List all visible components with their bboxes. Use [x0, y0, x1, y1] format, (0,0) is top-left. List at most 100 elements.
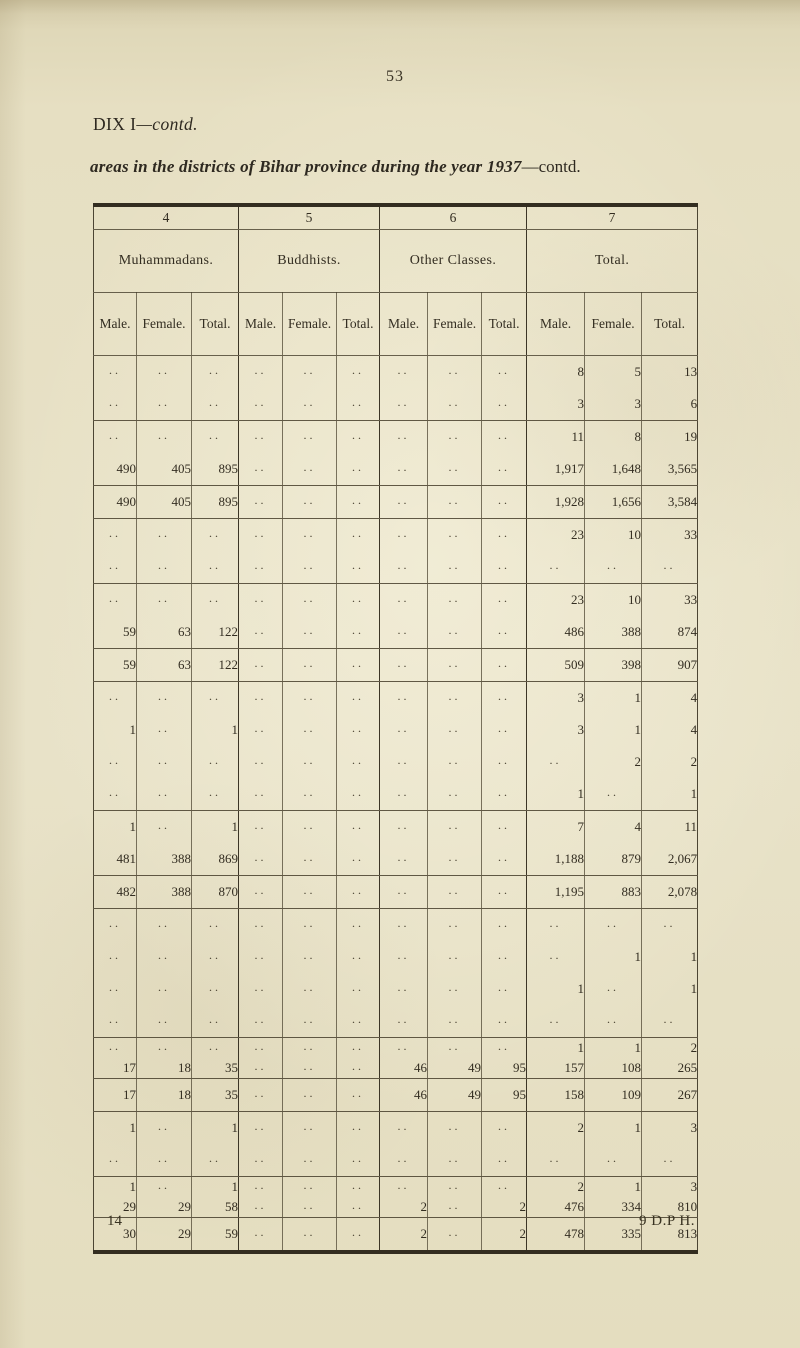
table-cell: ..: [336, 973, 380, 1005]
table-cell: ..: [109, 688, 121, 703]
table-cell: ..: [641, 1005, 698, 1038]
table-row: .................. 1.. 1: [94, 973, 698, 1005]
table-cell: ..: [136, 551, 192, 584]
table-cell: ..: [526, 746, 585, 778]
table-cell: ..: [238, 1058, 283, 1079]
table-cell: 1: [526, 1037, 585, 1058]
table-cell: 29: [136, 1197, 192, 1218]
table-cell: 6: [641, 388, 698, 421]
table-cell: ..: [584, 551, 642, 584]
table-cell: ..: [93, 388, 137, 421]
table-cell: ..: [427, 453, 482, 486]
table-cell: 2: [379, 1217, 428, 1252]
table-cell: ..: [238, 810, 283, 843]
group-header-row: Muhammadans. Buddhists. Other Classes. Tota…: [93, 229, 698, 293]
table-cell: 95: [481, 1058, 527, 1079]
table-cell: 1: [190, 810, 239, 843]
table-row: 1.. 1............ 2 1 3: [94, 1176, 698, 1197]
table-row: .................... 2 2: [94, 746, 698, 778]
table-cell: 49: [427, 1058, 482, 1079]
table-cell: ..: [379, 778, 428, 811]
table-cell: ..: [481, 355, 527, 388]
table-cell: 3: [641, 1176, 698, 1197]
table-cell: ..: [282, 973, 337, 1005]
table-cell: ..: [282, 420, 337, 453]
table-cell: ..: [238, 843, 283, 876]
table-cell: ..: [427, 973, 482, 1005]
table-cell: ..: [336, 1197, 380, 1218]
table-cell: ..: [336, 681, 380, 714]
table-cell: ..: [282, 746, 337, 778]
table-cell: 405: [136, 485, 192, 519]
table-cell: 35: [190, 1078, 239, 1112]
table-cell: 1: [584, 941, 642, 973]
section-heading-contd: —contd.: [136, 114, 198, 134]
table-cell: 23: [526, 518, 585, 551]
footer-sheet-number: 14: [107, 1213, 122, 1229]
table-cell: ..: [282, 1144, 337, 1177]
table-cell: ..: [136, 518, 192, 551]
table-cell: ..: [481, 1144, 527, 1177]
table-cell: 58: [190, 1197, 239, 1218]
table-row: ........................: [94, 908, 698, 941]
table-row: .................. 23 10 33: [94, 583, 698, 616]
table-cell: ..: [481, 941, 527, 973]
group-header-cell: Muhammadans.: [93, 229, 239, 293]
table-cell: ..: [379, 355, 428, 388]
table-cell: ..: [427, 518, 482, 551]
table-cell: ..: [238, 1197, 283, 1218]
table-cell: ..: [427, 778, 482, 811]
table-cell: ..: [238, 648, 283, 682]
table-row: 59 63 122............ 486 388 874: [93, 616, 698, 649]
table-cell: ..: [238, 485, 283, 519]
table-cell: ..: [136, 714, 192, 746]
section-heading-main: DIX I: [93, 114, 137, 134]
table-cell: ..: [427, 843, 482, 876]
table-cell: 4: [641, 714, 698, 746]
section-heading: DIX I—contd.: [93, 114, 198, 135]
table-cell: ..: [427, 810, 482, 843]
table-cell: ..: [336, 941, 380, 973]
sub-header-cell: Female.: [427, 292, 482, 356]
table-cell: ..: [336, 1037, 380, 1058]
table-cell: ..: [336, 355, 380, 388]
table-cell: ..: [584, 1144, 642, 1177]
table-cell: 3,584: [641, 485, 698, 519]
table-cell: ..: [238, 1005, 283, 1038]
table-cell: 2,067: [641, 843, 698, 876]
table-cell: ..: [282, 355, 337, 388]
table-cell: ..: [336, 648, 380, 682]
table-cell: 1: [584, 1176, 642, 1197]
table-cell: 388: [584, 616, 642, 649]
table-cell: 1: [584, 714, 642, 746]
table-cell: ..: [379, 973, 428, 1005]
table-cell: ..: [136, 973, 192, 1005]
table-cell: ..: [336, 778, 380, 811]
table-cell: ..: [282, 1217, 337, 1252]
group-header-cell: Buddhists.: [238, 229, 380, 293]
table-cell: ..: [336, 420, 380, 453]
table-cell: ..: [379, 681, 428, 714]
table-cell: ..: [190, 420, 239, 453]
column-number-cell: 4: [93, 205, 239, 230]
table-cell: 3: [584, 388, 642, 421]
table-cell: ..: [584, 778, 642, 811]
table-cell: 3: [526, 388, 585, 421]
table-cell: ..: [190, 551, 239, 584]
table-cell: 490: [93, 485, 137, 519]
table-cell: ..: [379, 1037, 428, 1058]
table-cell: ..: [481, 648, 527, 682]
table-cell: ..: [109, 525, 121, 540]
table-cell: ..: [427, 420, 482, 453]
table-cell: ..: [282, 908, 337, 941]
table-cell: 4: [584, 810, 642, 843]
table-cell: ..: [238, 1176, 283, 1197]
table-cell: ..: [282, 1078, 337, 1112]
table-cell: ..: [238, 908, 283, 941]
table-cell: ..: [282, 518, 337, 551]
table-cell: ..: [481, 714, 527, 746]
table-cell: ..: [238, 681, 283, 714]
table-cell: ..: [336, 1217, 380, 1252]
